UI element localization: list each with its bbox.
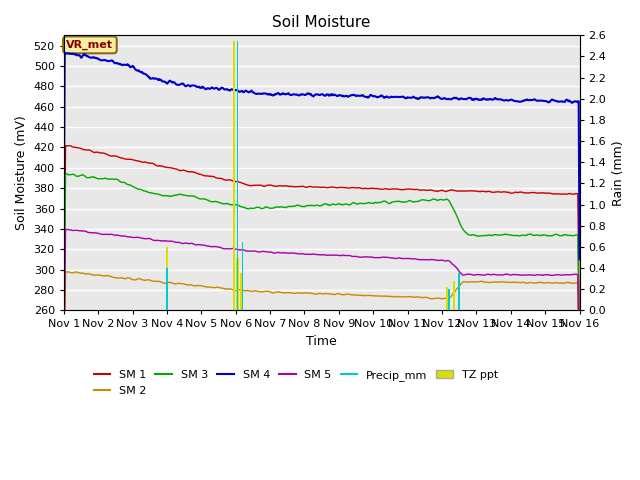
- Bar: [166, 268, 168, 311]
- Text: VR_met: VR_met: [67, 40, 113, 50]
- Bar: [458, 274, 460, 311]
- Bar: [240, 274, 242, 311]
- Bar: [237, 41, 238, 311]
- Bar: [242, 242, 243, 311]
- Bar: [446, 287, 449, 311]
- X-axis label: Time: Time: [307, 335, 337, 348]
- Bar: [448, 289, 450, 311]
- Legend: SM 1, SM 2, SM 3, SM 4, SM 5, Precip_mm, TZ ppt: SM 1, SM 2, SM 3, SM 4, SM 5, Precip_mm,…: [89, 366, 502, 400]
- Bar: [453, 281, 455, 311]
- Y-axis label: Rain (mm): Rain (mm): [612, 140, 625, 206]
- Y-axis label: Soil Moisture (mV): Soil Moisture (mV): [15, 116, 28, 230]
- Bar: [233, 41, 236, 311]
- Bar: [166, 247, 168, 311]
- Title: Soil Moisture: Soil Moisture: [273, 15, 371, 30]
- Bar: [236, 258, 239, 311]
